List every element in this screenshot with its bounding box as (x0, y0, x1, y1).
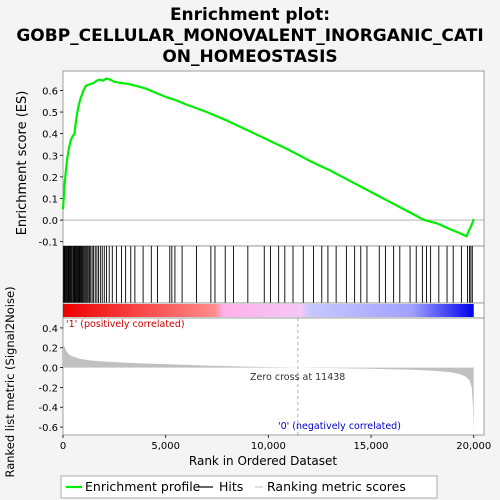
zero-cross-label: Zero cross at 11438 (250, 372, 345, 383)
x-tick-label: 10,000 (251, 441, 286, 452)
negative-correlation-label: '0' (negatively correlated) (278, 421, 401, 432)
es-y-axis-label: Enrichment score (ES) (15, 91, 30, 236)
metric-y-tick-label: -0.6 (38, 423, 58, 434)
x-tick-label: 15,000 (354, 441, 389, 452)
legend (60, 475, 438, 499)
positive-correlation-label: '1' (positively correlated) (66, 319, 185, 330)
metric-y-axis: 0.4 0.2 0.0 -0.2 -0.4 -0.6 (38, 324, 63, 434)
chart-title-line-3: ON_HOMEOSTASIS (162, 47, 337, 67)
enrichment-profile-line (61, 77, 475, 238)
metric-y-tick-label: 0.2 (42, 344, 58, 355)
metric-plot-area (62, 317, 485, 436)
x-tick-label: 0 (60, 441, 66, 452)
es-y-tick-label: 0.1 (42, 194, 58, 205)
metric-x-axis: 0 5,000 10,000 15,000 20,000 (60, 435, 491, 452)
chart-title-line-2: GOBP_CELLULAR_MONOVALENT_INORGANIC_CATI (16, 26, 483, 46)
es-y-tick-label: 0.4 (42, 130, 58, 141)
es-y-tick-label: 0.0 (42, 216, 58, 227)
metric-y-tick-label: 0.0 (42, 364, 58, 375)
es-plot-area (62, 70, 485, 247)
legend-label-enrichment-profile: Enrichment profile (85, 479, 201, 494)
x-axis-label: Rank in Ordered Dataset (189, 454, 337, 468)
legend-label-hits: Hits (219, 479, 243, 494)
hits-plot-area (62, 245, 485, 304)
es-y-axis: -0.1 0.0 0.1 0.2 0.3 0.4 0.5 0.6 (38, 86, 63, 249)
metric-y-tick-label: 0.4 (42, 324, 58, 335)
chart-title-line-1: Enrichment plot: (170, 5, 330, 25)
metric-y-tick-label: -0.4 (38, 403, 58, 414)
es-y-tick-label: 0.2 (42, 173, 58, 184)
es-y-tick-label: -0.1 (38, 238, 58, 249)
rank-gradient-bar (63, 304, 474, 317)
x-tick-label: 5,000 (151, 441, 180, 452)
hits-ticks (62, 246, 473, 303)
metric-y-axis-label: Ranked list metric (Signal2Noise) (3, 286, 17, 477)
es-y-tick-label: 0.5 (42, 108, 58, 119)
x-tick-label: 20,000 (456, 441, 491, 452)
legend-label-ranking-metric: Ranking metric scores (267, 479, 406, 494)
metric-y-tick-label: -0.2 (38, 383, 58, 394)
es-y-tick-label: 0.3 (42, 151, 58, 162)
es-y-tick-label: 0.6 (42, 86, 58, 97)
